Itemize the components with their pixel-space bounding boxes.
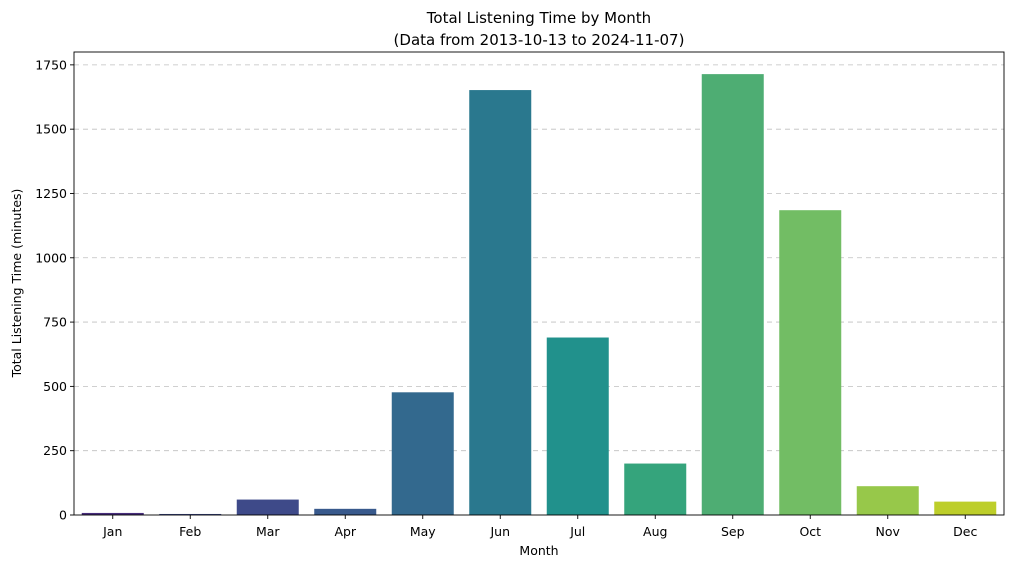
- bar-feb: [159, 513, 222, 515]
- bar-mar: [236, 499, 299, 515]
- y-axis-ticks: 0 250 500 750 1000 1250 1500 1750: [35, 57, 74, 523]
- bar-nov: [856, 486, 919, 515]
- y-tick-label: 1250: [35, 186, 67, 201]
- x-tick-label: Aug: [643, 524, 667, 539]
- y-tick-label: 1750: [35, 57, 67, 72]
- bar-jun: [469, 90, 532, 516]
- y-tick-label: 1000: [35, 250, 67, 265]
- y-tick-label: 1500: [35, 122, 67, 137]
- x-tick-label: May: [410, 524, 436, 539]
- bars: [81, 74, 997, 516]
- bar-aug: [624, 463, 687, 515]
- x-tick-label: Dec: [953, 524, 977, 539]
- gridlines: [74, 64, 1004, 452]
- x-axis-label: Month: [519, 543, 558, 558]
- y-tick-label: 500: [43, 379, 67, 394]
- x-axis-ticks: Jan Feb Mar Apr May Jun Jul Aug Sep Oct Nov Dec: [102, 515, 977, 539]
- y-tick-label: 750: [43, 315, 67, 330]
- bar-may: [391, 392, 454, 515]
- y-axis-label: Total Listening Time (minutes): [9, 189, 24, 379]
- x-tick-label: Sep: [721, 524, 745, 539]
- bar-oct: [779, 210, 842, 516]
- x-tick-label: Mar: [256, 524, 280, 539]
- x-tick-label: Feb: [179, 524, 201, 539]
- bar-jan: [81, 512, 144, 515]
- plot-frame: [73, 51, 1005, 516]
- x-tick-label: Oct: [799, 524, 821, 539]
- x-tick-label: Apr: [334, 524, 356, 539]
- x-tick-label: Jan: [102, 524, 122, 539]
- x-tick-label: Nov: [876, 524, 901, 539]
- chart-subtitle: (Data from 2013-10-13 to 2024-11-07): [394, 31, 685, 49]
- x-tick-label: Jul: [569, 524, 585, 539]
- bar-jul: [546, 337, 609, 515]
- y-tick-label: 0: [59, 508, 67, 523]
- y-tick-label: 250: [43, 443, 67, 458]
- x-tick-label: Jun: [489, 524, 510, 539]
- bar-dec: [934, 501, 997, 515]
- chart-title: Total Listening Time by Month: [426, 9, 651, 27]
- bar-sep: [701, 74, 764, 516]
- bar-apr: [314, 508, 377, 515]
